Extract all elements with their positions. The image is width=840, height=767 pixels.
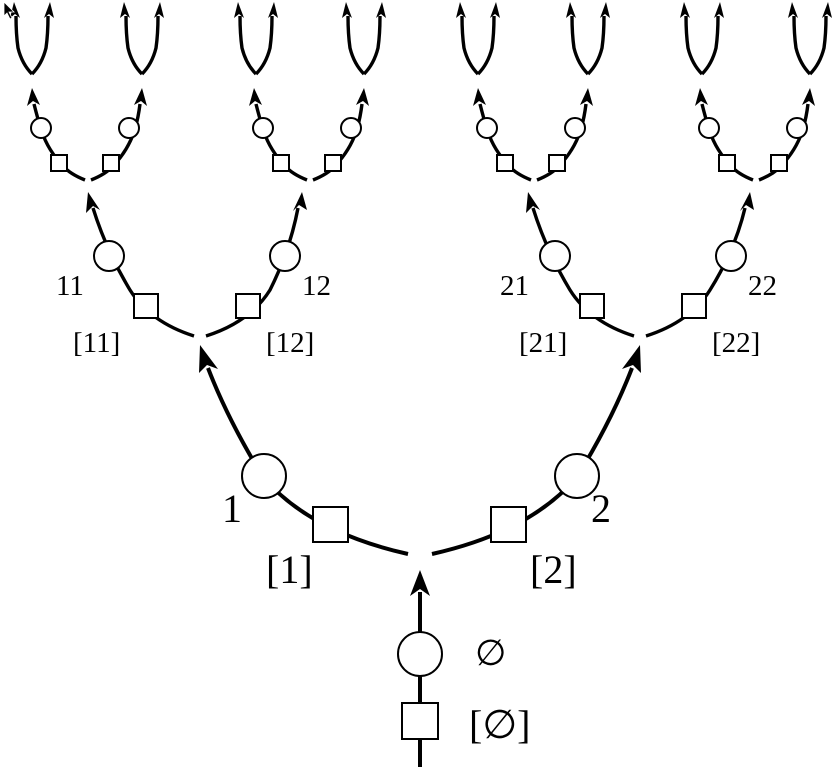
label-square-2: [2] bbox=[530, 547, 577, 592]
label-circle-1: 1 bbox=[222, 486, 242, 531]
level1-right-branch bbox=[431, 345, 641, 556]
arrowhead-2 bbox=[622, 345, 641, 373]
fork-112 bbox=[118, 0, 166, 76]
edge-22 bbox=[645, 207, 747, 338]
subtree-12x bbox=[247, 86, 371, 182]
root-circle-node bbox=[397, 631, 443, 677]
level1-left-branch bbox=[199, 345, 409, 556]
circle-node-1 bbox=[241, 453, 287, 499]
arrowhead-22 bbox=[740, 192, 754, 211]
edge-21 bbox=[531, 207, 635, 338]
square-node-11 bbox=[133, 293, 159, 319]
label-circle-12: 12 bbox=[302, 270, 331, 302]
circle-node-2 bbox=[554, 453, 600, 499]
arrowhead-11 bbox=[86, 192, 100, 213]
arrowhead-21 bbox=[526, 192, 540, 213]
label-square-12: [12] bbox=[266, 327, 314, 359]
square-node-21 bbox=[579, 293, 605, 319]
label-square-22: [22] bbox=[712, 327, 760, 359]
label-square-21: [21] bbox=[519, 327, 567, 359]
circle-node-12 bbox=[269, 240, 301, 272]
circle-node-21 bbox=[539, 240, 571, 272]
fork-211 bbox=[454, 0, 502, 76]
subtree-21x bbox=[471, 86, 595, 182]
subtree-22x bbox=[693, 86, 817, 182]
root-square-node bbox=[401, 702, 439, 740]
fork-111 bbox=[8, 0, 56, 76]
square-node-12 bbox=[235, 293, 261, 319]
square-node-2 bbox=[490, 506, 527, 543]
fork-121 bbox=[232, 0, 280, 76]
label-circle-21: 21 bbox=[500, 270, 529, 302]
level4-branches bbox=[8, 0, 834, 76]
label-square-1: [1] bbox=[266, 547, 313, 592]
label-root-square: [∅] bbox=[469, 702, 530, 747]
fork-122 bbox=[340, 0, 388, 76]
level2-branches bbox=[86, 192, 754, 338]
root-branch bbox=[397, 570, 443, 767]
fork-222 bbox=[786, 0, 834, 76]
node-labels: ∅ [∅] 1 2 [1] [2] 11 12 21 22 [11] [12] … bbox=[56, 270, 777, 747]
edge-11 bbox=[91, 207, 195, 338]
square-node-1 bbox=[312, 506, 349, 543]
mouse-cursor-icon bbox=[3, 1, 15, 20]
arrowhead-1 bbox=[199, 345, 218, 373]
edge-12 bbox=[205, 207, 300, 338]
circle-node-11 bbox=[93, 240, 125, 272]
arrowhead-12 bbox=[293, 192, 307, 211]
circle-node-22 bbox=[715, 240, 747, 272]
subtree-11x bbox=[25, 86, 149, 182]
square-node-22 bbox=[681, 293, 707, 319]
fork-221 bbox=[678, 0, 726, 76]
label-circle-22: 22 bbox=[748, 270, 777, 302]
label-root-circle: ∅ bbox=[475, 633, 506, 673]
fork-212 bbox=[564, 0, 612, 76]
label-square-11: [11] bbox=[73, 327, 120, 359]
label-circle-2: 2 bbox=[591, 486, 611, 531]
level3-branches bbox=[25, 86, 817, 182]
trunk-arrowhead bbox=[410, 570, 430, 596]
label-circle-11: 11 bbox=[56, 270, 84, 302]
